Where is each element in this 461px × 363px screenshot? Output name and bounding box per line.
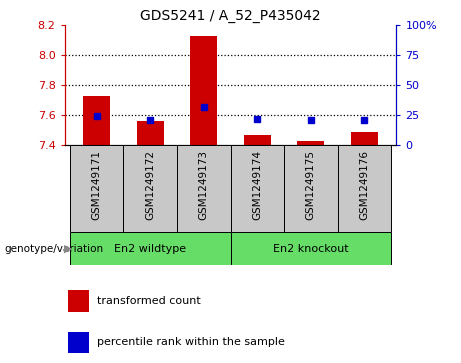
Bar: [70, 232, 230, 265]
Title: GDS5241 / A_52_P435042: GDS5241 / A_52_P435042: [140, 9, 321, 23]
Text: En2 knockout: En2 knockout: [273, 244, 349, 254]
Text: GSM1249174: GSM1249174: [252, 150, 262, 220]
Text: transformed count: transformed count: [97, 296, 201, 306]
Text: En2 wildtype: En2 wildtype: [114, 244, 186, 254]
Text: percentile rank within the sample: percentile rank within the sample: [97, 338, 284, 347]
Bar: [68, 332, 89, 353]
Text: GSM1249176: GSM1249176: [359, 150, 369, 220]
Bar: [284, 145, 337, 232]
Bar: [177, 145, 230, 232]
Text: GSM1249173: GSM1249173: [199, 150, 209, 220]
Bar: [244, 135, 271, 145]
Bar: [83, 96, 110, 145]
Text: ▶: ▶: [64, 244, 72, 254]
Bar: [70, 145, 124, 232]
Text: GSM1249171: GSM1249171: [92, 150, 102, 220]
Bar: [337, 145, 391, 232]
Bar: [230, 232, 391, 265]
Bar: [137, 121, 164, 145]
Text: genotype/variation: genotype/variation: [5, 244, 104, 254]
Bar: [124, 145, 177, 232]
Bar: [68, 290, 89, 312]
Bar: [230, 145, 284, 232]
Text: GSM1249175: GSM1249175: [306, 150, 316, 220]
Bar: [351, 132, 378, 145]
Bar: [190, 36, 217, 145]
Bar: [297, 141, 324, 145]
Text: GSM1249172: GSM1249172: [145, 150, 155, 220]
